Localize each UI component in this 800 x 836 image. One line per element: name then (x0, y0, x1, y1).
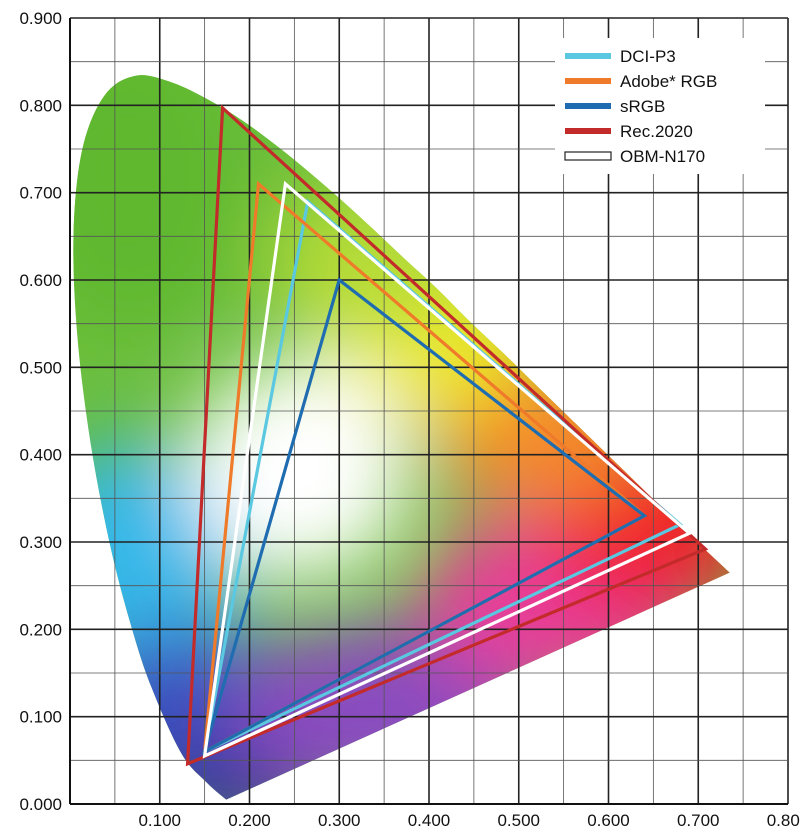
gamut-srgb (202, 277, 648, 755)
y-tick-label: 0.300 (19, 533, 62, 552)
legend-swatch (565, 78, 611, 84)
legend-swatch (565, 103, 611, 109)
legend-label: Rec.2020 (620, 122, 693, 141)
x-tick-label: 0.600 (587, 811, 630, 830)
x-tick-label: 0.100 (138, 811, 181, 830)
x-tick-label: 0.400 (408, 811, 451, 830)
axis-ticks: 0.100 0.200 0.300 0.400 0.500 0.600 0.700 0.80 0… (19, 9, 800, 830)
legend-label: OBM-N170 (620, 147, 705, 166)
legend-swatch (564, 151, 612, 161)
legend-swatch (565, 53, 611, 59)
y-tick-label: 0.100 (19, 708, 62, 727)
gamut-triangles (185, 104, 709, 767)
legend-label: DCI-P3 (620, 47, 676, 66)
y-tick-label: 0.600 (19, 271, 62, 290)
x-tick-label: 0.700 (677, 811, 720, 830)
y-tick-label: 0.700 (19, 184, 62, 203)
y-tick-label: 0.500 (19, 358, 62, 377)
gamut-rec-2020 (185, 104, 709, 767)
y-tick-label: 0.800 (19, 96, 62, 115)
gamut-obm-n170 (202, 180, 693, 759)
legend-label: sRGB (620, 97, 665, 116)
y-tick-label: 0.400 (19, 446, 62, 465)
grid (69, 17, 789, 805)
x-tick-label: 0.200 (228, 811, 271, 830)
x-tick-label: 0.300 (318, 811, 361, 830)
x-tick-label: 0.500 (497, 811, 540, 830)
legend-label: Adobe* RGB (620, 72, 717, 91)
y-tick-label: 0.000 (19, 795, 62, 814)
x-tick-label: 0.800 (767, 811, 800, 830)
legend: DCI-P3 Adobe* RGB sRGB Rec.2020 OBM-N170 (555, 38, 765, 174)
y-tick-label: 0.200 (19, 620, 62, 639)
legend-swatch (565, 128, 611, 134)
y-tick-label: 0.900 (19, 9, 62, 28)
